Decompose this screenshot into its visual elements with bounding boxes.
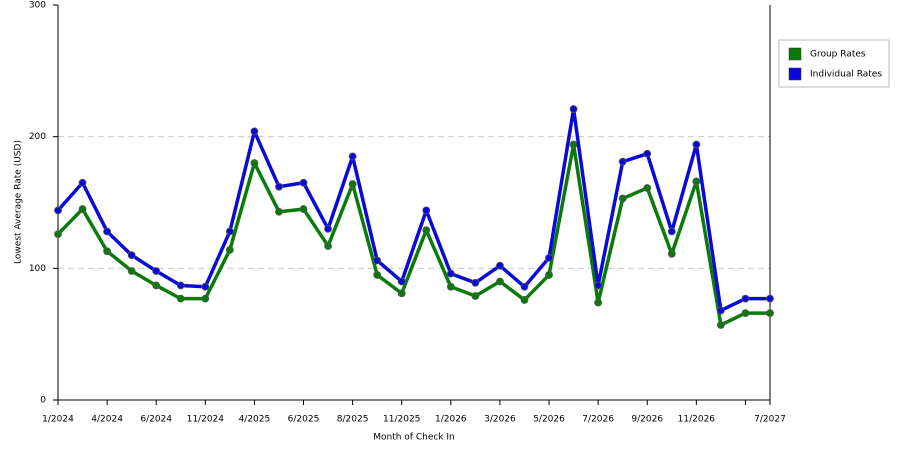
x-tick-label: 3/2026 xyxy=(484,415,516,425)
data-point xyxy=(618,157,627,166)
x-tick-label: 7/2027 xyxy=(754,415,786,425)
data-point xyxy=(250,159,259,167)
y-tick-label: 200 xyxy=(29,132,46,142)
data-point xyxy=(446,282,455,291)
legend-swatch xyxy=(788,67,802,81)
y-tick-label: 100 xyxy=(29,264,46,274)
legend-swatch xyxy=(788,47,802,61)
data-point xyxy=(766,309,774,318)
data-point xyxy=(127,251,136,260)
x-tick-label: 6/2024 xyxy=(140,415,172,425)
data-point xyxy=(471,278,480,287)
x-tick-label: 1/2024 xyxy=(42,415,74,425)
data-point xyxy=(520,282,529,291)
data-point xyxy=(78,205,87,213)
data-point xyxy=(201,282,210,291)
data-point xyxy=(545,253,553,262)
data-point xyxy=(250,127,259,136)
series-line xyxy=(56,142,770,327)
data-point xyxy=(103,227,112,236)
x-tick-label: 4/2025 xyxy=(239,415,271,425)
x-tick-label: 11/2024 xyxy=(187,415,225,425)
data-point xyxy=(397,277,406,286)
data-point xyxy=(643,184,652,192)
data-point xyxy=(54,230,62,239)
data-point xyxy=(545,271,553,279)
data-point xyxy=(348,180,357,188)
data-point xyxy=(594,298,603,307)
data-point xyxy=(275,182,283,191)
data-point xyxy=(201,294,210,303)
data-point xyxy=(127,267,136,275)
data-point xyxy=(275,207,283,216)
legend-label: Group Rates xyxy=(810,50,866,60)
x-tick-label: 11/2025 xyxy=(383,415,420,425)
y-axis-label: Lowest Average Rate (USD) xyxy=(14,140,24,264)
data-point xyxy=(716,306,725,315)
data-point xyxy=(348,152,357,161)
series-line xyxy=(56,107,770,313)
data-point xyxy=(520,296,529,304)
data-point xyxy=(54,206,62,215)
x-tick-label: 8/2025 xyxy=(337,415,369,425)
data-point xyxy=(299,205,308,213)
data-point xyxy=(422,206,431,215)
y-tick-label: 0 xyxy=(40,396,46,406)
data-point xyxy=(152,267,161,275)
y-tick-label: 300 xyxy=(29,1,46,11)
data-point xyxy=(741,294,750,303)
data-point xyxy=(766,294,774,303)
data-point xyxy=(692,140,701,149)
data-point xyxy=(471,292,480,300)
x-tick-label: 7/2026 xyxy=(582,415,614,425)
data-point xyxy=(569,105,578,113)
data-point xyxy=(324,224,332,233)
x-tick-label: 11/2026 xyxy=(678,415,716,425)
data-point xyxy=(496,261,504,270)
x-axis-label: Month of Check In xyxy=(373,433,455,443)
data-point xyxy=(422,226,431,235)
data-point xyxy=(176,294,185,303)
data-point xyxy=(594,281,603,290)
data-point xyxy=(373,256,382,265)
x-tick-label: 1/2026 xyxy=(435,415,467,425)
data-point xyxy=(78,178,87,187)
data-point xyxy=(299,178,308,187)
data-point xyxy=(373,271,382,279)
data-point xyxy=(496,277,504,286)
data-point xyxy=(716,321,725,329)
x-tick-label: 6/2025 xyxy=(288,415,320,425)
data-point xyxy=(176,281,185,290)
data-point xyxy=(225,245,234,254)
data-point xyxy=(618,194,627,203)
data-point xyxy=(446,269,455,278)
data-point xyxy=(152,281,161,290)
data-point xyxy=(225,227,234,236)
x-tick-label: 9/2026 xyxy=(631,415,663,425)
data-point xyxy=(569,140,578,149)
data-point xyxy=(741,309,750,318)
data-point xyxy=(103,247,112,256)
legend-label: Individual Rates xyxy=(810,70,882,80)
data-point xyxy=(667,249,676,258)
data-point xyxy=(324,242,332,250)
data-point xyxy=(692,177,701,186)
x-tick-label: 5/2026 xyxy=(533,415,565,425)
data-point xyxy=(397,289,406,298)
data-point xyxy=(667,227,676,236)
data-point xyxy=(643,149,652,158)
x-tick-label: 4/2024 xyxy=(91,415,123,425)
